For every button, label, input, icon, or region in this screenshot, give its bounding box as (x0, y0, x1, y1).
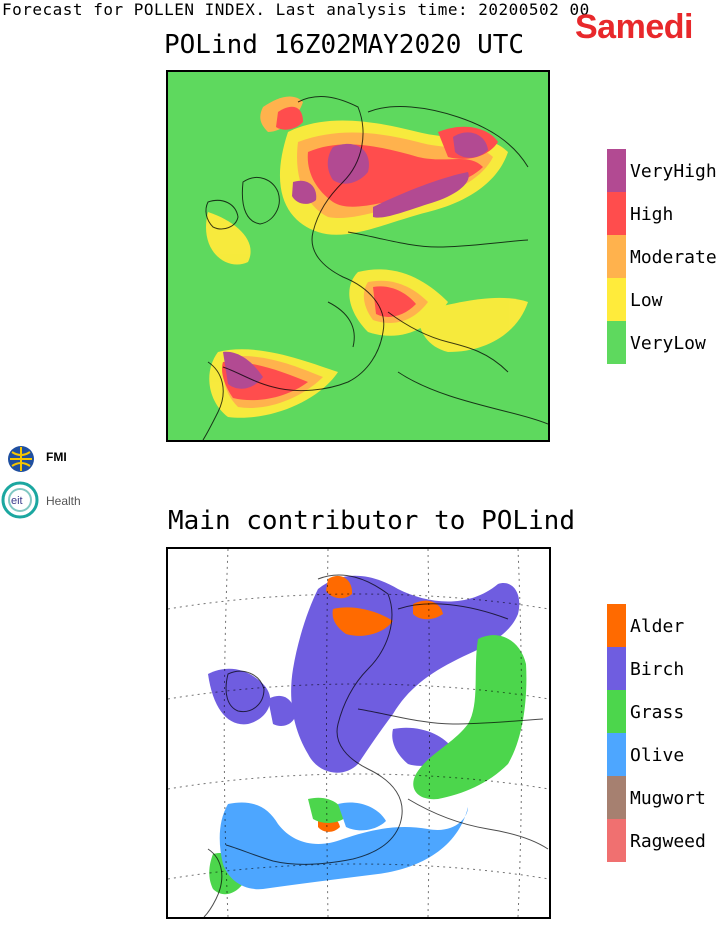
main-contributor-map-graphic (168, 549, 549, 917)
legend-swatch-birch (607, 647, 626, 690)
partner-logos: FMI eit Health (0, 440, 96, 522)
legend-swatch-verylow (607, 321, 626, 364)
legend-label-veryhigh: VeryHigh (630, 161, 717, 182)
legend-swatch-moderate (607, 235, 626, 278)
legend-label-birch: Birch (630, 659, 685, 680)
legend-swatch-veryhigh (607, 149, 626, 192)
fmi-logo-text: FMI (46, 450, 67, 464)
legend-swatch-low (607, 278, 626, 321)
main-contributor-map (166, 547, 551, 919)
legend-label-high: High (630, 204, 674, 225)
legend-label-verylow: VeryLow (630, 333, 706, 354)
day-label: Samedi (575, 8, 693, 46)
legend-swatch-olive (607, 733, 626, 776)
legend-label-olive: Olive (630, 745, 685, 766)
legend-label-moderate: Moderate (630, 247, 717, 268)
fmi-logo-icon (8, 446, 34, 472)
eit-health-logo-icon: eit (1, 481, 39, 519)
legend-swatch-alder (607, 604, 626, 647)
legend-label-grass: Grass (630, 702, 685, 723)
eit-logo-text: eit (11, 495, 23, 507)
legend-label-ragweed: Ragweed (630, 831, 706, 852)
legend-swatch-high (607, 192, 626, 235)
pollen-index-title: POLind 16Z02MAY2020 UTC (164, 30, 525, 60)
pollen-index-map-graphic (202, 96, 548, 440)
legend-label-mugwort: Mugwort (630, 788, 706, 809)
health-logo-text: Health (46, 494, 81, 508)
legend-label-low: Low (630, 290, 663, 311)
legend-label-alder: Alder (630, 616, 685, 637)
forecast-header: Forecast for POLLEN INDEX. Last analysis… (2, 0, 590, 19)
legend-swatch-ragweed (607, 819, 626, 862)
pollen-index-map (166, 70, 550, 442)
legend-swatch-mugwort (607, 776, 626, 819)
main-contributor-title: Main contributor to POLind (168, 506, 575, 536)
legend-swatch-grass (607, 690, 626, 733)
